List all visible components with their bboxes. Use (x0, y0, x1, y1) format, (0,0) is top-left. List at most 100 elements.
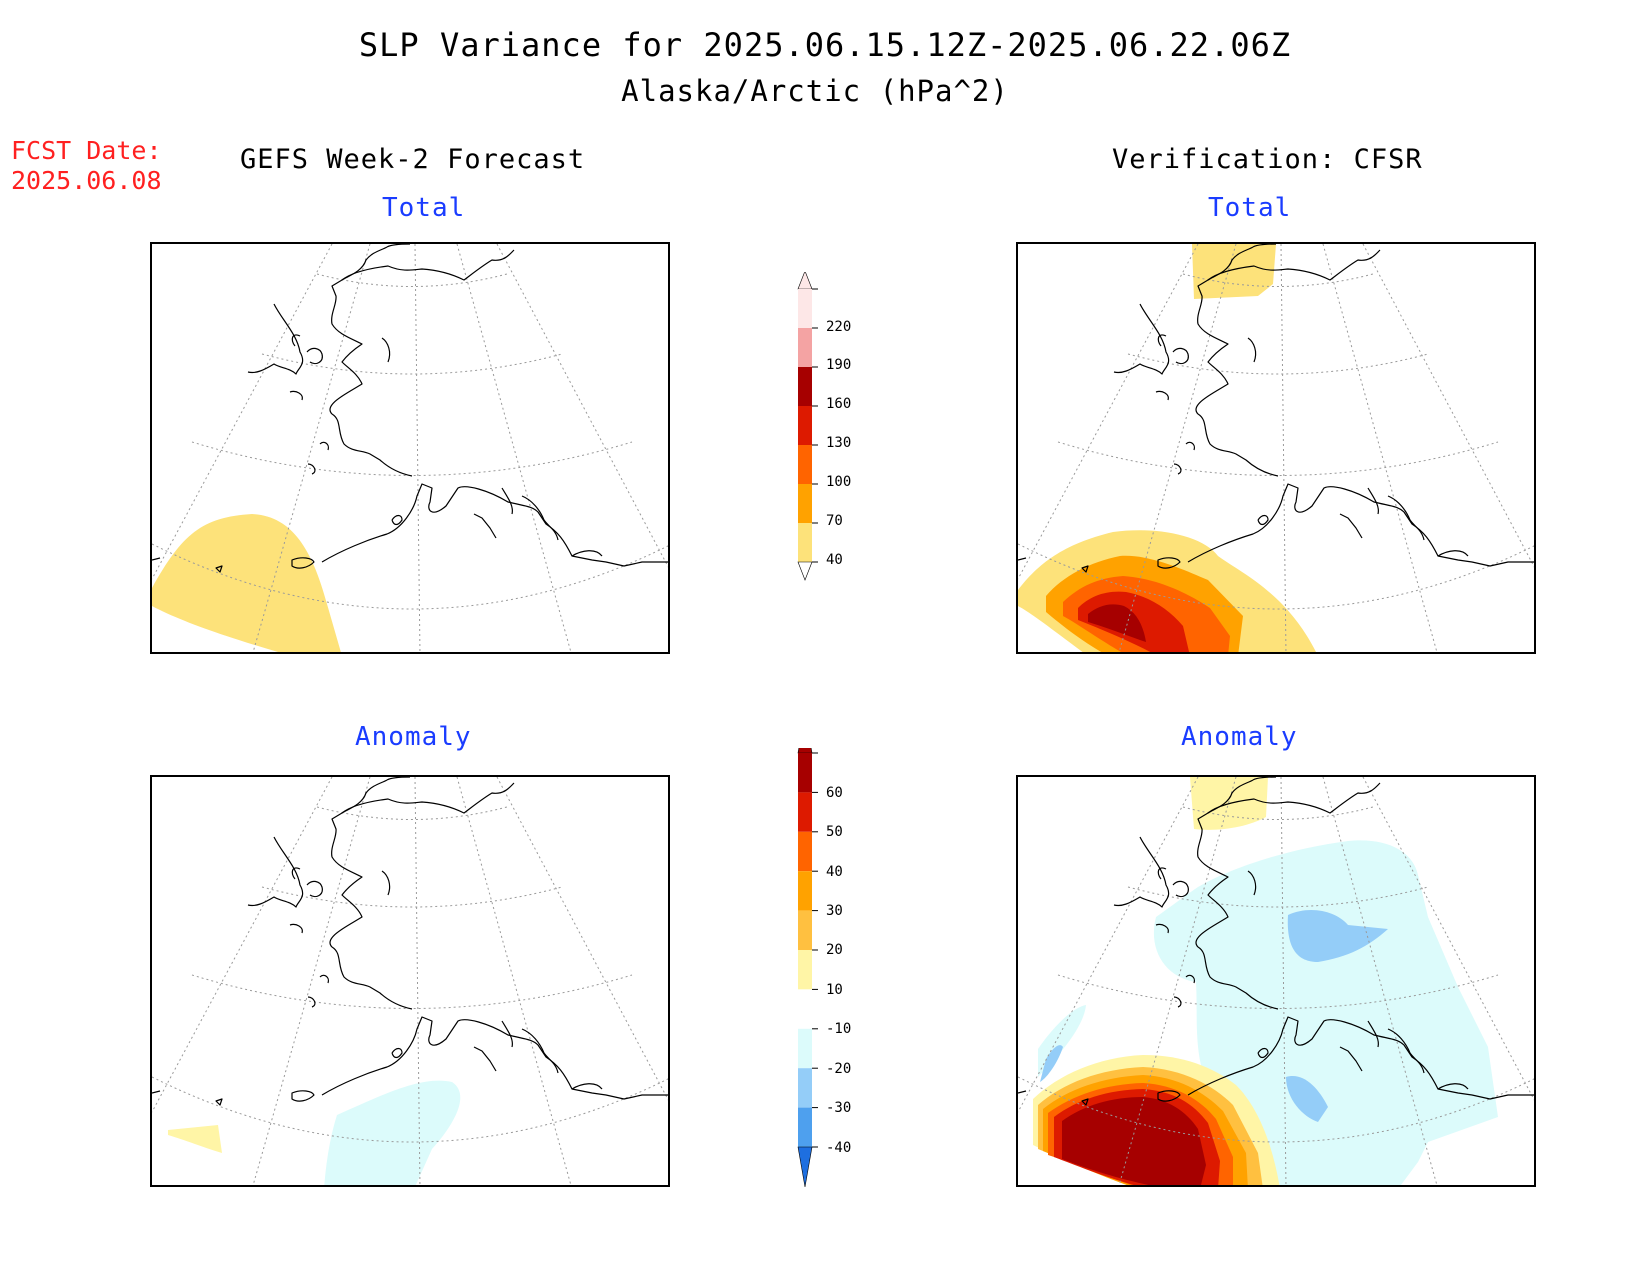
coastline (1173, 996, 1182, 1008)
coastline (1387, 1028, 1425, 1074)
colorbar-swatch (798, 367, 812, 406)
graticule-line (1018, 244, 1199, 580)
graticule-line (152, 244, 333, 580)
coastline (473, 1046, 497, 1072)
column-header-forecast: GEFS Week-2 Forecast (240, 144, 586, 175)
graticule-line (496, 777, 668, 1101)
colorbar-tick-label: 20 (826, 942, 843, 958)
colorbar-tick-label: 50 (826, 824, 843, 840)
coastline (1157, 557, 1181, 569)
fcst-date-label: FCST Date: (11, 136, 162, 165)
graticule-line (191, 441, 633, 476)
colorbar-anomaly: 60 50 40 30 20 10 -10 -20 -30 -40 (795, 748, 865, 1200)
coastline (1172, 880, 1189, 898)
graticule-line (1127, 886, 1429, 908)
coastline (319, 974, 329, 984)
coastline (306, 880, 323, 898)
coastline (291, 867, 301, 880)
map-panel-verification-anomaly (1016, 775, 1536, 1187)
coastline (1207, 249, 1381, 281)
colorbar-swatch (798, 484, 812, 523)
coastline (571, 1083, 603, 1090)
colorbar-tick-label: 130 (826, 435, 852, 451)
coastline (306, 347, 323, 365)
coastline (1113, 303, 1170, 375)
coastline (1437, 550, 1469, 557)
colorbar-swatch (798, 950, 812, 990)
coastline (1207, 782, 1381, 814)
coastline (319, 441, 329, 451)
shade-gt-60 (1062, 1097, 1206, 1185)
graticule-line (1018, 1076, 1534, 1143)
colorbar-swatch (798, 1028, 812, 1069)
colorbar-swatch (798, 753, 812, 793)
coastline (289, 923, 303, 934)
graticule-line (252, 777, 371, 1185)
graticule-line (1362, 244, 1534, 568)
graticule-line (152, 777, 333, 1113)
chart-title: SLP Variance for 2025.06.15.12Z-2025.06.… (358, 26, 1292, 64)
coastline (329, 246, 413, 477)
coastline (341, 782, 515, 814)
colorbar-tick-label: -10 (826, 1021, 852, 1037)
colorbar-tick-label: 100 (826, 474, 852, 490)
colorbar-swatch (798, 328, 812, 367)
panel-title-verification-total: Total (1208, 193, 1292, 223)
coastline (341, 249, 515, 281)
coastline (321, 1016, 668, 1100)
colorbar-swatch (798, 989, 812, 1029)
shade-10-20 (168, 1125, 222, 1153)
panel-title-verification-anomaly: Anomaly (1181, 722, 1298, 752)
colorbar-swatch (798, 1068, 812, 1108)
colorbar-cap (797, 561, 813, 581)
coastline (1247, 870, 1257, 896)
coastline (291, 557, 315, 569)
coastline (1339, 1046, 1363, 1072)
graticule-line (1118, 777, 1237, 1185)
coastline (1252, 244, 1277, 248)
coastline (329, 779, 413, 1010)
coastline (1081, 1098, 1089, 1106)
colorbar-swatch (798, 523, 812, 562)
graticule-line (1118, 244, 1237, 652)
coastline (291, 1090, 315, 1102)
graticule-line (316, 273, 508, 287)
coastline (307, 996, 316, 1008)
coastline (1018, 1090, 1027, 1094)
coastline (521, 1028, 559, 1074)
colorbar-total: 220 190 160 130 100 70 40 (795, 272, 865, 618)
colorbar-tick-label: -20 (826, 1061, 852, 1077)
shade-40-70 (152, 514, 341, 652)
coastline (1257, 514, 1269, 526)
coastline (1018, 557, 1027, 561)
coastline (386, 244, 411, 248)
coastline (1187, 1016, 1534, 1100)
coastline (571, 550, 603, 557)
graticule-line (496, 244, 668, 568)
graticule-line (1182, 806, 1374, 820)
graticule-line (152, 1076, 668, 1143)
coastline (381, 870, 391, 896)
coastline (152, 557, 161, 561)
fcst-date-value: 2025.06.08 (11, 166, 162, 195)
map-panel-forecast-anomaly (150, 775, 670, 1187)
coastline (1437, 1083, 1469, 1090)
colorbar-cap (797, 272, 813, 290)
colorbar-tick-label: 70 (826, 513, 843, 529)
colorbar-tick-label: 10 (826, 982, 843, 998)
colorbar-tick-label: 40 (826, 864, 843, 880)
coastline (1157, 867, 1167, 880)
graticule-line (414, 244, 421, 652)
graticule-line (252, 244, 371, 652)
map-panel-verification-total (1016, 242, 1536, 654)
coastline (1339, 513, 1363, 539)
coastline (1157, 1090, 1181, 1102)
coastline (1387, 495, 1425, 541)
graticule-line (152, 543, 668, 610)
colorbar-tick-label: 190 (826, 357, 852, 373)
colorbar-tick-label: -30 (826, 1100, 852, 1116)
coastline (1247, 337, 1257, 363)
coastline (152, 1090, 161, 1094)
coastline (289, 390, 303, 401)
colorbar-cap (797, 1146, 813, 1188)
